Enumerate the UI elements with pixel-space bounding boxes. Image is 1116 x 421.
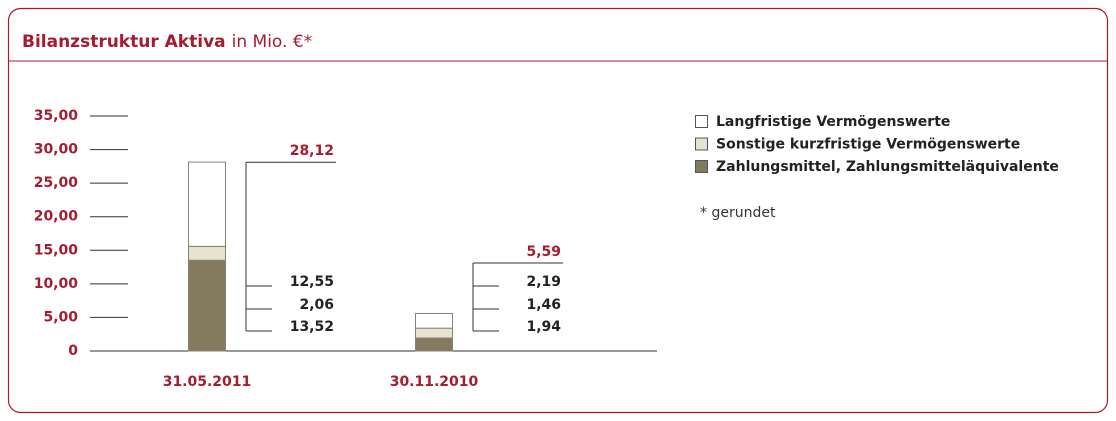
legend-swatch	[695, 160, 708, 173]
bar-segment	[415, 337, 453, 352]
x-tick-label: 30.11.2010	[390, 374, 479, 390]
y-tick-label: 5,00	[43, 309, 78, 325]
bar-segment	[188, 161, 226, 247]
chart-title-line: Bilanzstruktur Aktiva in Mio. €*	[22, 32, 312, 52]
chart-title: Bilanzstruktur Aktiva	[22, 32, 226, 52]
value-label: 2,19	[526, 274, 561, 290]
chart-subtitle: in Mio. €*	[232, 32, 313, 52]
value-label: 2,06	[299, 297, 334, 313]
y-tick-label: 30,00	[34, 142, 79, 158]
total-label: 28,12	[290, 143, 334, 159]
value-label: 1,46	[526, 297, 561, 313]
y-tick-label: 20,00	[34, 209, 79, 225]
y-tick-label: 35,00	[34, 108, 79, 124]
legend-swatch	[695, 137, 708, 151]
bar-segment	[415, 312, 453, 329]
y-tick-label: 10,00	[34, 276, 79, 292]
note: * gerundet	[700, 205, 776, 221]
y-tick-label: 25,00	[34, 175, 79, 191]
frame	[7, 7, 1109, 414]
bar-segment	[415, 327, 453, 339]
total-label: 5,59	[526, 244, 561, 260]
bar-segment	[188, 259, 226, 352]
legend-label: Langfristige Vermögenswerte	[716, 114, 950, 130]
y-tick-label: 15,00	[34, 242, 79, 258]
legend-label: Zahlungsmittel, Zahlungsmitteläquivalent…	[716, 159, 1059, 175]
y-tick-label: 0	[68, 343, 78, 359]
legend-swatch	[695, 115, 708, 128]
value-label: 1,94	[526, 319, 561, 335]
value-label: 13,52	[290, 319, 334, 335]
value-label: 12,55	[290, 274, 334, 290]
x-tick-label: 31.05.2011	[163, 374, 252, 390]
legend-label: Sonstige kurzfristige Vermögenswerte	[716, 137, 1020, 153]
bar-segment	[188, 245, 226, 261]
